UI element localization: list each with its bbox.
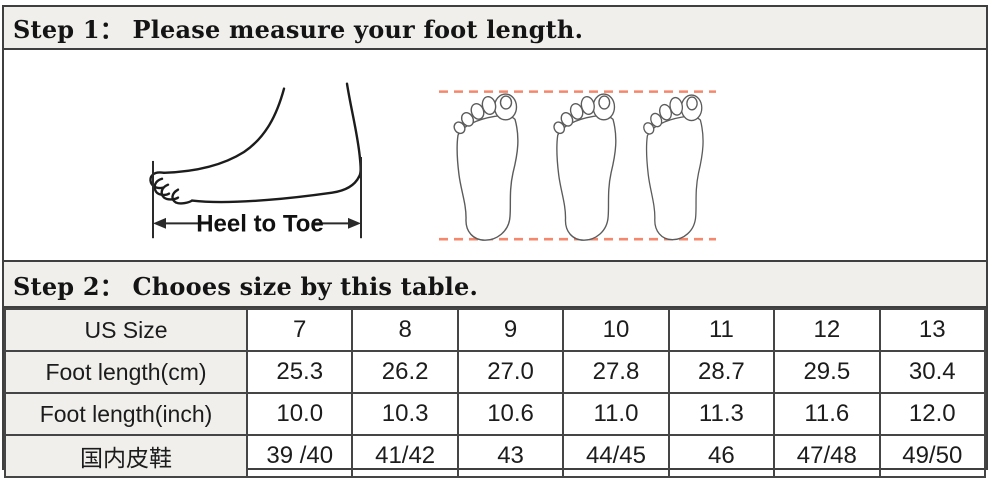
arrowhead-left-icon xyxy=(153,217,166,229)
heel-to-toe-measure xyxy=(152,156,362,239)
size-value-cell: 27.0 xyxy=(456,350,565,394)
side-foot-toe-scallop-2 xyxy=(153,177,171,197)
foot-measure-illustration: Heel to Toe xyxy=(4,50,986,262)
top-view-feet-diagram xyxy=(439,90,716,241)
size-value-cell: 10.0 xyxy=(245,392,354,436)
row-label-cell: Foot length(inch) xyxy=(4,392,248,436)
size-value-cell: 11 xyxy=(667,308,776,352)
size-value-cell: 25.3 xyxy=(245,350,354,394)
side-foot-toe-scallop-1 xyxy=(149,171,166,190)
size-value-cell: 28.7 xyxy=(667,350,776,394)
size-value-cell: 13 xyxy=(878,308,987,352)
size-value-cell: 12.0 xyxy=(878,392,987,436)
size-value-cell: 27.8 xyxy=(562,350,670,394)
size-value-cell: 11.6 xyxy=(773,392,881,436)
size-value-cell: 26.2 xyxy=(351,350,459,394)
size-value-cell: 11.3 xyxy=(667,392,776,436)
size-value-cell: 41/42 xyxy=(351,434,459,478)
size-value-cell: 10.6 xyxy=(456,392,565,436)
size-value-cell: 47/48 xyxy=(773,434,881,478)
size-value-cell: 11.0 xyxy=(562,392,670,436)
step1-header: Step 1： Please measure your foot length. xyxy=(4,7,986,50)
foot-outline-3 xyxy=(641,94,704,241)
size-value-cell: 49/50 xyxy=(878,434,987,478)
size-guide-panel: Step 1： Please measure your foot length. xyxy=(2,5,988,478)
size-value-cell: 39 /40 xyxy=(245,434,354,478)
step2-title: Step 2： Chooes size by this table. xyxy=(13,271,479,301)
side-foot-sole-line xyxy=(190,175,361,204)
size-value-cell: 46 xyxy=(667,434,776,478)
size-row-us: US Size 7 8 9 10 11 12 13 xyxy=(4,308,987,352)
size-value-cell: 12 xyxy=(773,308,881,352)
foot-outline-1 xyxy=(451,93,519,241)
arrowhead-right-icon xyxy=(348,217,361,229)
row-label-cell: Foot length(cm) xyxy=(4,350,248,394)
side-foot-top-line xyxy=(162,87,286,175)
size-value-cell: 30.4 xyxy=(878,350,987,394)
side-foot-toe-scallop-3 xyxy=(160,183,180,201)
heel-to-toe-label: Heel to Toe xyxy=(196,210,324,237)
size-value-cell: 44/45 xyxy=(562,434,670,478)
size-row-domestic: 国内皮鞋 39 /40 41/42 43 44/45 46 47/48 49/5… xyxy=(4,434,987,478)
size-row-cm: Foot length(cm) 25.3 26.2 27.0 27.8 28.7… xyxy=(4,350,987,394)
side-foot-heel-line xyxy=(345,82,362,178)
size-value-cell: 9 xyxy=(456,308,565,352)
step1-title: Step 1： Please measure your foot length. xyxy=(13,15,584,44)
row-label-cell: US Size xyxy=(4,308,248,352)
size-value-cell: 29.5 xyxy=(773,350,881,394)
size-value-cell: 43 xyxy=(456,434,565,478)
side-foot-toe-scallop-4 xyxy=(171,188,194,205)
foot-illustration-svg: Heel to Toe xyxy=(149,82,716,241)
size-value-cell: 7 xyxy=(245,308,354,352)
size-value-cell: 10.3 xyxy=(351,392,459,436)
step2-header: Step 2： Chooes size by this table. xyxy=(4,262,986,308)
side-foot-diagram xyxy=(149,82,362,205)
shoe-size-table-wrap: US Size 7 8 9 10 11 12 13 Foot length(cm… xyxy=(4,308,987,478)
row-label-cell: 国内皮鞋 xyxy=(4,434,248,478)
size-row-inch: Foot length(inch) 10.0 10.3 10.6 11.0 11… xyxy=(4,392,987,436)
size-value-cell: 10 xyxy=(562,308,670,352)
foot-outline-2 xyxy=(551,93,617,241)
size-value-cell: 8 xyxy=(351,308,459,352)
shoe-size-table: US Size 7 8 9 10 11 12 13 Foot length(cm… xyxy=(4,308,987,478)
